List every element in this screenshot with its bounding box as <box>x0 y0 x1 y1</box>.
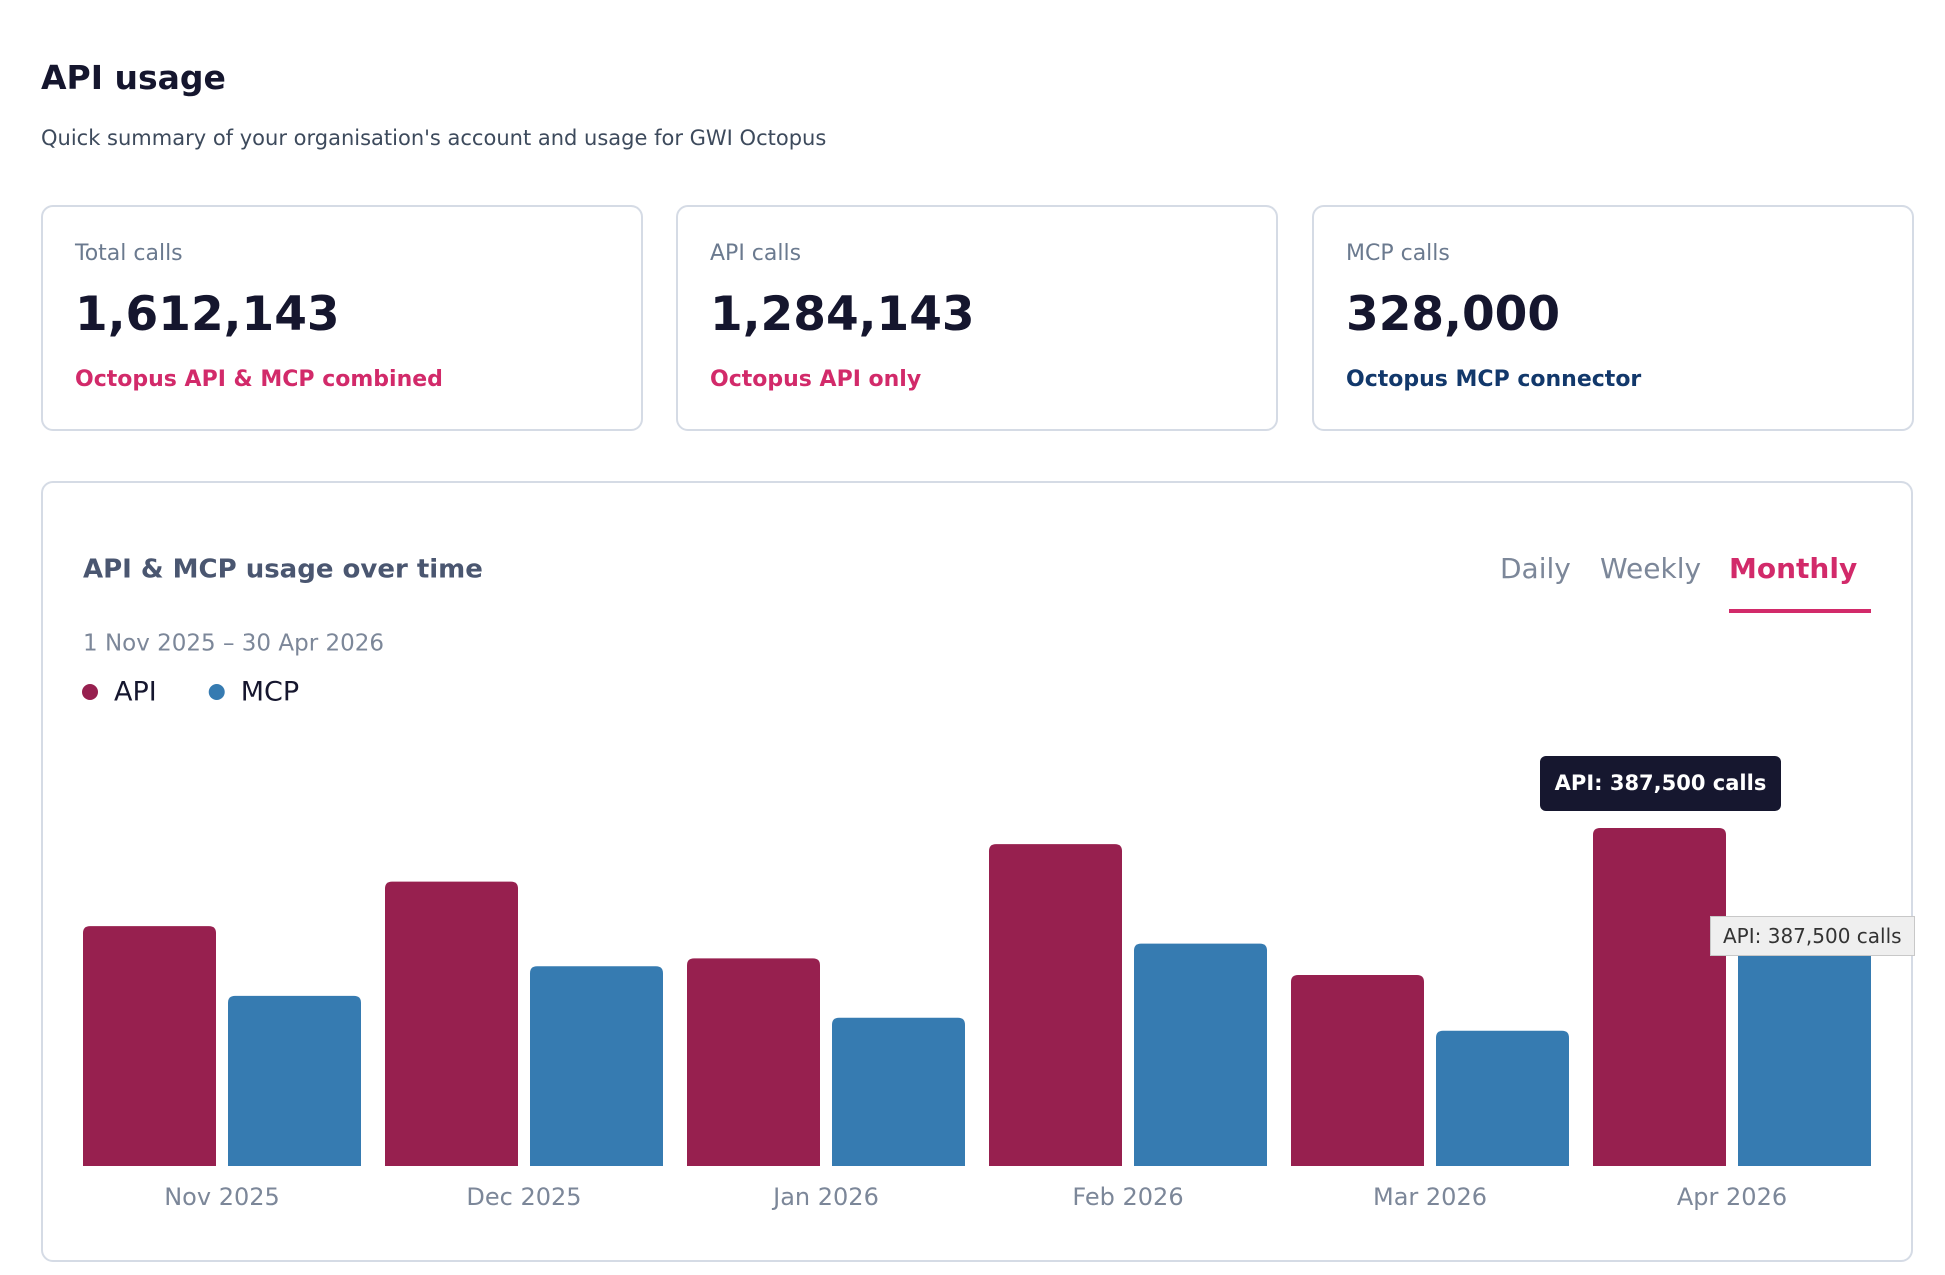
tab-underline <box>1729 609 1871 613</box>
legend-dot <box>82 684 98 700</box>
stat-card: Total calls 1,612,143 Octopus API & MCP co… <box>41 205 643 431</box>
date-range: 1 Nov 2025 – 30 Apr 2026 <box>83 631 384 657</box>
card-note: Octopus MCP connector <box>1346 367 1642 392</box>
card-note: Octopus API only <box>710 367 922 392</box>
bar[interactable] <box>228 995 361 1166</box>
stat-card: MCP calls 328,000 Octopus MCP connector <box>1312 205 1914 431</box>
x-tick-label: Nov 2025 <box>164 1183 280 1211</box>
chart-title: API & MCP usage over time <box>83 555 483 585</box>
card-label: MCP calls <box>1346 241 1450 266</box>
x-tick-label: Jan 2026 <box>771 1183 879 1211</box>
x-tick-label: Feb 2026 <box>1072 1183 1183 1211</box>
bar[interactable] <box>687 958 820 1166</box>
bar[interactable] <box>1291 974 1424 1166</box>
legend-label: API <box>114 677 157 708</box>
page-title: API usage <box>41 58 226 97</box>
bar[interactable] <box>989 844 1122 1166</box>
bar[interactable] <box>83 926 216 1166</box>
x-tick-label: Apr 2026 <box>1677 1183 1787 1211</box>
bar[interactable] <box>832 1017 965 1166</box>
chart-card <box>41 481 1913 1262</box>
bar[interactable] <box>1436 1030 1569 1166</box>
bar[interactable] <box>1134 943 1267 1166</box>
tab[interactable]: Weekly <box>1600 552 1701 585</box>
hover-title: API: 387,500 calls <box>1710 916 1915 956</box>
card-label: API calls <box>710 241 802 266</box>
tab[interactable]: Daily <box>1500 552 1571 585</box>
card-value: 328,000 <box>1346 287 1561 342</box>
bar[interactable] <box>1738 935 1871 1166</box>
card-value: 1,284,143 <box>710 287 975 342</box>
bar[interactable] <box>385 881 518 1166</box>
stat-card: API calls 1,284,143 Octopus API only <box>676 205 1278 431</box>
x-tick-label: Mar 2026 <box>1373 1183 1487 1211</box>
legend-label: MCP <box>241 677 299 708</box>
legend-dot <box>208 684 225 700</box>
card-label: Total calls <box>75 241 183 266</box>
bar[interactable] <box>530 966 663 1166</box>
bar[interactable] <box>1593 828 1726 1166</box>
x-tick-label: Dec 2025 <box>466 1183 581 1211</box>
tab[interactable]: Monthly <box>1729 552 1857 585</box>
tooltip: API: 387,500 calls <box>1540 756 1781 811</box>
card-value: 1,612,143 <box>75 287 340 342</box>
card-note: Octopus API & MCP combined <box>75 367 443 392</box>
page-subtitle: Quick summary of your organisation's acc… <box>41 126 827 150</box>
